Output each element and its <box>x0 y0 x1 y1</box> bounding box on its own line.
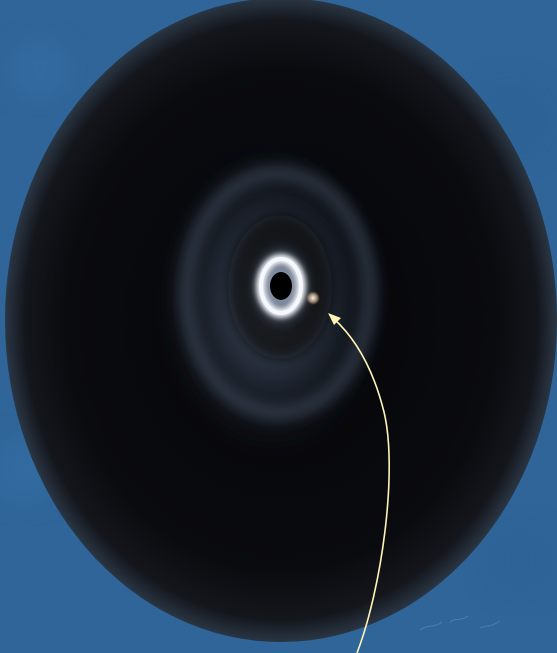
outer-ring <box>178 165 378 421</box>
central-star-mask <box>270 272 292 300</box>
faint-marks <box>419 615 501 631</box>
arrow-icon <box>328 313 391 653</box>
companion-glint <box>306 291 320 305</box>
bright-ring-core <box>259 257 303 315</box>
